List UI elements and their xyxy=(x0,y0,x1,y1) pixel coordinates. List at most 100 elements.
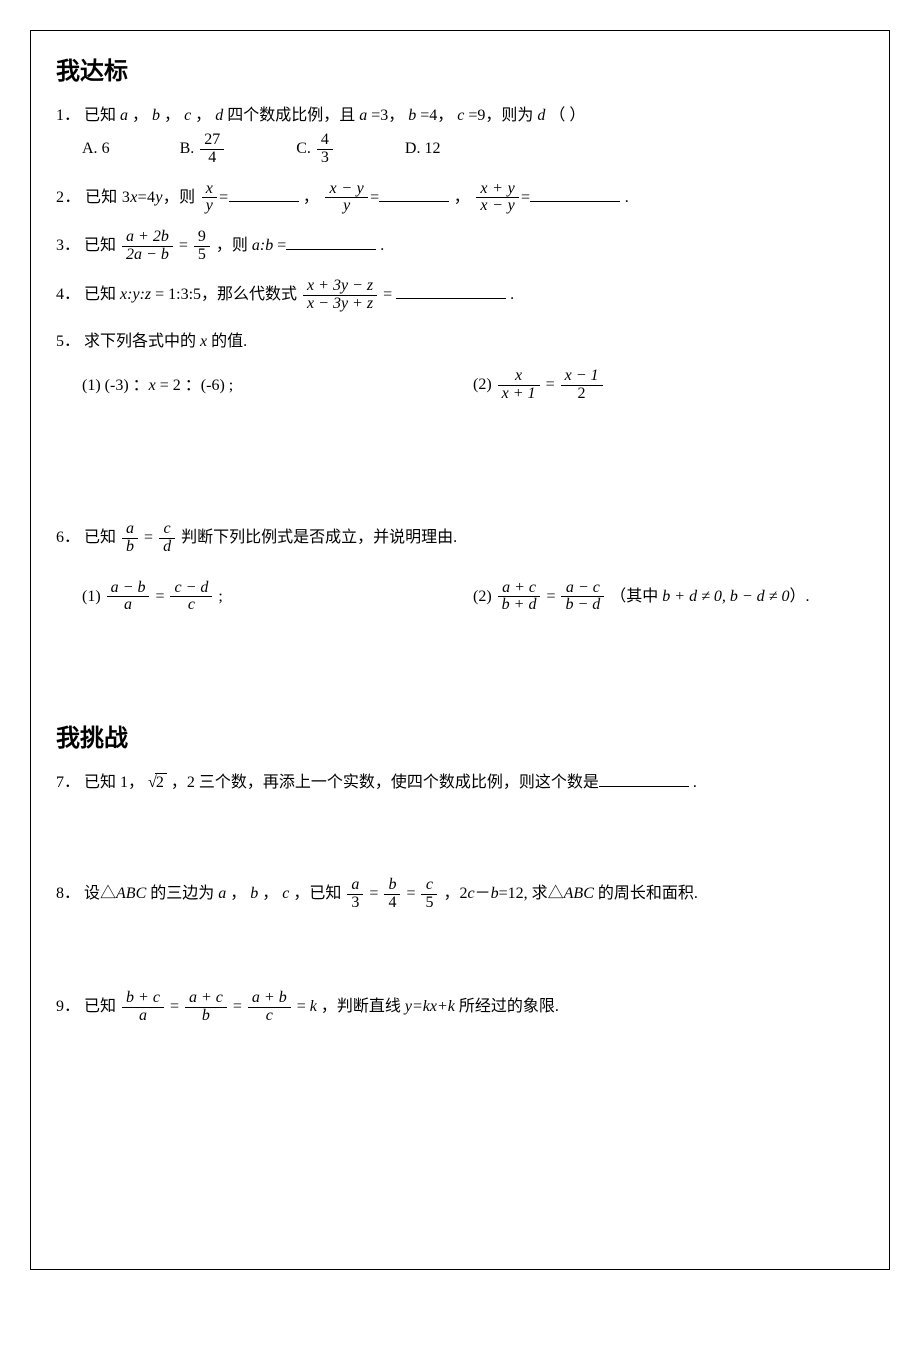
q8-ABC2: ABC xyxy=(564,885,594,902)
q5-tail: 的值. xyxy=(207,333,247,350)
spacer-1 xyxy=(56,417,864,507)
q5-s2Ld: x + 1 xyxy=(498,385,540,403)
q2-y1: y xyxy=(155,189,162,206)
q6-fRn: c xyxy=(159,521,175,538)
q6-s1L: a − b a xyxy=(107,580,150,615)
q2-f1d: y xyxy=(202,197,217,215)
question-6: 6． 已知 a b = c d 判断下列比例式是否成立，并说明理由. (1) a… xyxy=(56,521,864,614)
q2-blank1 xyxy=(229,185,299,202)
q1-var-d: d xyxy=(215,107,223,124)
q6-eq: = xyxy=(144,529,157,546)
q6-s2Ln: a + c xyxy=(498,580,541,597)
q2-f3n: x + y xyxy=(476,181,519,198)
q8-cc: c xyxy=(468,885,475,902)
q5-s1b: = 2 ：(-6) ; xyxy=(156,377,233,394)
q2-frac1: x y xyxy=(202,181,217,216)
q2-f1n: x xyxy=(202,181,217,198)
q6-s2Ld: b + d xyxy=(498,596,541,614)
q9-f1d: a xyxy=(122,1007,164,1025)
q8-bb: b xyxy=(491,885,499,902)
q6-condl: （其中 xyxy=(610,588,662,605)
q8-lead: 设△ xyxy=(84,885,116,902)
q7-lead: 已知 1， xyxy=(84,774,144,791)
q5-s1x: x xyxy=(149,377,156,394)
q1-optC-num: 4 xyxy=(317,132,333,149)
question-5: 5． 求下列各式中的 x 的值. (1) (-3) ：x = 2 ：(-6) ;… xyxy=(56,326,864,403)
q5-sub2: (2) x x + 1 = x − 1 2 xyxy=(473,368,864,403)
q6-s1R: c − d c xyxy=(170,580,212,615)
q8-eq1: = xyxy=(365,885,382,902)
q6-s1Ld: a xyxy=(107,596,150,614)
q3-blank xyxy=(286,233,376,250)
q3-fracL: a + 2b 2a − b xyxy=(122,229,173,264)
q4-ratio: x:y:z xyxy=(120,286,151,303)
q9-f1n: b + c xyxy=(122,990,164,1007)
q8-eq2: = xyxy=(402,885,419,902)
q6-s2Rd: b − d xyxy=(561,596,604,614)
q2-f2d: y xyxy=(325,197,368,215)
q5-s2-label: (2) xyxy=(473,376,496,393)
q1-optD: 12 xyxy=(424,140,440,157)
q8-mid1: 的三边为 xyxy=(146,885,218,902)
q7-mid: ，2 三个数，再添上一个实数，使四个数成比例，则这个数是 xyxy=(171,774,599,791)
question-3: 3． 已知 a + 2b 2a − b = 9 5 ，则 a:b = . xyxy=(56,229,864,264)
q3-mid: ，则 xyxy=(216,237,252,254)
q6-fLd: b xyxy=(122,538,138,556)
q8-minus: － xyxy=(475,885,491,902)
question-2: 2． 已知 3x=4y，则 x y = ， x − y y = ， x + y … xyxy=(56,181,864,216)
q1-eq-a-rhs: =3， xyxy=(367,107,404,124)
q6-cond2: b − d ≠ 0 xyxy=(730,588,790,605)
q1-optA-label: A. xyxy=(82,140,102,157)
q2-f2n: x − y xyxy=(325,181,368,198)
q9-tail: 所经过的象限. xyxy=(455,998,559,1015)
q1-number: 1． xyxy=(56,107,80,124)
q6-s1Rd: c xyxy=(170,596,212,614)
q3-lead: 已知 xyxy=(84,237,120,254)
q6-fRd: d xyxy=(159,538,175,556)
q2-eq3: = xyxy=(521,189,530,206)
q6-sub1: (1) a − b a = c − d c ; xyxy=(82,580,473,615)
q6-lead: 已知 xyxy=(84,529,120,546)
q1-optC-frac: 4 3 xyxy=(317,132,333,167)
q8-c: c xyxy=(282,885,289,902)
q9-eq3: = xyxy=(293,998,310,1015)
q1-optB-num: 27 xyxy=(200,132,224,149)
q1-option-d: D. 12 xyxy=(405,133,441,165)
question-1: 1． 已知 a ， b ， c ， d 四个数成比例，且 a =3， b =4，… xyxy=(56,100,864,167)
q2-number: 2． xyxy=(56,189,81,206)
q3-fRn: 9 xyxy=(194,229,210,246)
q8-fb: b 4 xyxy=(384,877,400,912)
q2-end: . xyxy=(625,189,629,206)
q6-fR: c d xyxy=(159,521,175,556)
q2-f3d: x − y xyxy=(476,197,519,215)
q1-optA: 6 xyxy=(102,140,110,157)
q6-s1tail: ; xyxy=(218,588,222,605)
q8-fa: a 3 xyxy=(347,877,363,912)
q2-c2: ， xyxy=(454,189,470,206)
q5-sub1: (1) (-3) ：x = 2 ：(-6) ; xyxy=(82,370,473,402)
q1-eq-a: a xyxy=(359,107,367,124)
q4-lead: 已知 xyxy=(84,286,120,303)
q1-optB-den: 4 xyxy=(200,149,224,167)
question-8: 8． 设△ABC 的三边为 a ， b ， c ，已知 a 3 = b 4 = … xyxy=(56,877,864,912)
q6-s1eq: = xyxy=(155,588,168,605)
q7-sqrt: √2 xyxy=(148,767,167,799)
q9-f3: a + b c xyxy=(248,990,291,1025)
q8-mid2: ，已知 xyxy=(293,885,345,902)
q8-fbd: 4 xyxy=(384,894,400,912)
q9-f2d: b xyxy=(185,1007,227,1025)
q7-number: 7． xyxy=(56,774,80,791)
q3-end: . xyxy=(380,237,384,254)
q9-f2: a + c b xyxy=(185,990,227,1025)
q4-rhs: = 1:3:5，那么代数式 xyxy=(155,286,301,303)
question-9: 9． 已知 b + c a = a + c b = a + b c = k ，判… xyxy=(56,990,864,1025)
q1-eq-c-rhs: =9，则为 xyxy=(464,107,537,124)
q6-s2R: a − c b − d xyxy=(561,580,604,615)
q1-option-c: C. 4 3 xyxy=(296,132,335,167)
q5-stem: 求下列各式中的 xyxy=(84,333,200,350)
q8-mid3: ，2 xyxy=(443,885,467,902)
q2-c1: ， xyxy=(303,189,319,206)
q8-fbn: b xyxy=(384,877,400,894)
q8-s1: ， xyxy=(226,885,246,902)
q1-eq-b-rhs: =4， xyxy=(416,107,453,124)
